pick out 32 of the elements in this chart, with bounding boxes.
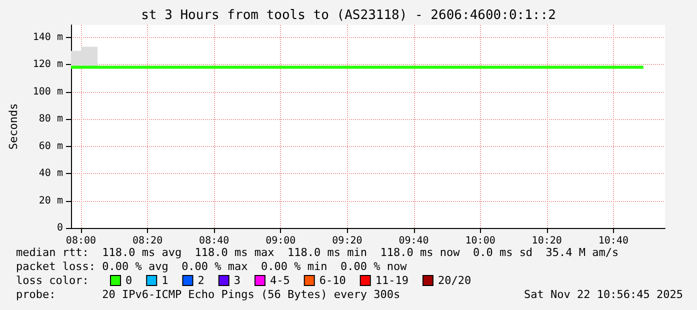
text: Sat Nov 22 10:56:45 2025 xyxy=(524,288,684,301)
x-tick-label: 09:20 xyxy=(332,236,362,246)
text: packet loss: 0.00 % avg 0.00 % max 0.00 % min 0.00 % now xyxy=(16,260,408,273)
x-tick-label: 09:00 xyxy=(266,236,296,246)
legend-label: 4-5 xyxy=(270,274,290,287)
legend-label: 11-19 xyxy=(375,274,408,287)
y-tick-label: 140 m xyxy=(32,32,63,43)
x-tick-label: 10:40 xyxy=(598,236,628,246)
legend-title: loss color: xyxy=(16,274,89,287)
chart-title: st 3 Hours from tools to (AS23118) - 2606:4600:0:1::2 xyxy=(141,8,556,23)
text: probe: 20 IPv6-ICMP Echo Pings (56 Bytes) every 300s xyxy=(16,288,400,301)
y-tick-label: 20 m xyxy=(38,195,63,206)
legend-label: 0 xyxy=(126,274,132,287)
y-tick-label: 60 m xyxy=(38,140,63,152)
y-axis-title: Seconds xyxy=(7,103,20,150)
x-tick-label: 08:40 xyxy=(199,236,230,246)
legend-label: 2 xyxy=(198,274,204,287)
legend-label: 20/20 xyxy=(438,274,472,287)
legend-label: 3 xyxy=(234,274,240,287)
y-tick-label: 120 m xyxy=(32,59,63,70)
x-tick-label: 08:00 xyxy=(66,236,96,246)
legend-label: 1 xyxy=(162,274,168,287)
text: median rtt: 118.0 ms avg 118.0 ms max 118.0 ms min 118.0 ms now 0.0 ms sd 35.4 M am/s xyxy=(16,246,619,259)
x-tick-label: 09:40 xyxy=(398,236,429,246)
y-tick-label: 0 xyxy=(56,222,63,234)
y-tick-label: 100 m xyxy=(32,86,63,98)
y-tick-label: 40 m xyxy=(38,168,63,180)
x-tick-label: 08:20 xyxy=(132,236,163,246)
x-tick-label: 10:20 xyxy=(532,236,562,246)
legend-label: 6-10 xyxy=(319,274,346,287)
y-tick-label: 80 m xyxy=(38,114,63,125)
x-tick-label: 10:00 xyxy=(465,236,496,246)
